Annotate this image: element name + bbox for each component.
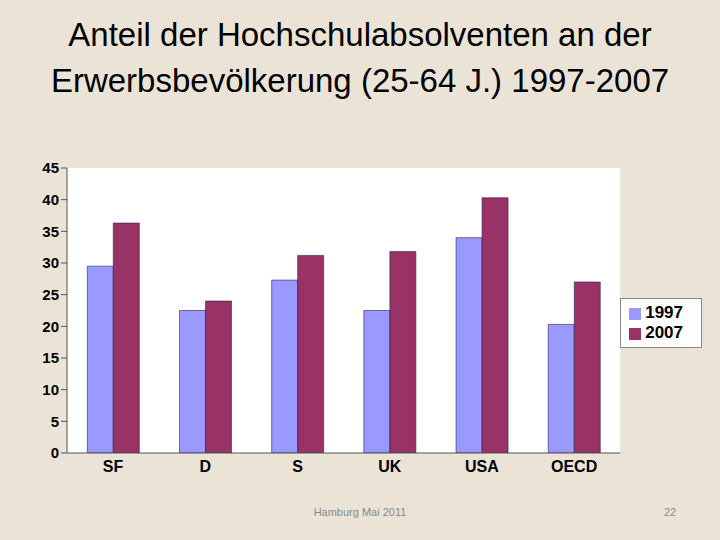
html-text:1997: 1997	[645, 303, 683, 322]
svg-text:SF: SF	[103, 458, 124, 475]
svg-text:45: 45	[42, 159, 59, 176]
html-text:22: 22	[663, 506, 677, 518]
svg-text:35: 35	[42, 223, 59, 240]
html-text:2007: 2007	[645, 323, 683, 342]
svg-text:0: 0	[51, 444, 59, 461]
html-text:Anteil der Hochschulabsolvente: Anteil der Hochschulabsolventen an der E…	[50, 16, 670, 99]
svg-text:10: 10	[42, 381, 59, 398]
svg-text:D: D	[200, 458, 212, 475]
svg-text:USA: USA	[465, 458, 499, 475]
svg-text:UK: UK	[378, 458, 402, 475]
svg-text:40: 40	[42, 191, 59, 208]
html-text:Hamburg Mai 2011: Hamburg Mai 2011	[313, 506, 407, 518]
svg-text:25: 25	[42, 286, 59, 303]
svg-text:S: S	[292, 458, 303, 475]
svg-text:15: 15	[42, 349, 59, 366]
svg-text:5: 5	[51, 413, 59, 430]
svg-text:20: 20	[42, 318, 59, 335]
svg-text:OECD: OECD	[551, 458, 597, 475]
svg-text:30: 30	[42, 254, 59, 271]
